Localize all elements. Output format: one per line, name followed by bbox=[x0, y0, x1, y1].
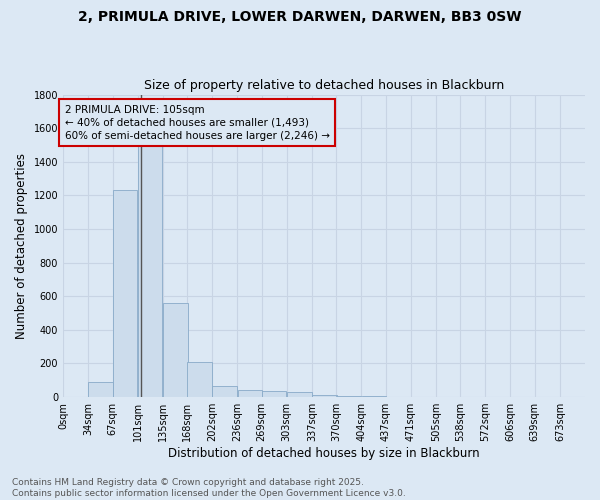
Bar bbox=[312, 394, 337, 397]
Bar bbox=[138, 142, 163, 397]
X-axis label: Distribution of detached houses by size in Blackburn: Distribution of detached houses by size … bbox=[168, 447, 480, 460]
Y-axis label: Number of detached properties: Number of detached properties bbox=[15, 153, 28, 339]
Bar bbox=[187, 362, 212, 397]
Bar bbox=[238, 390, 262, 397]
Bar bbox=[262, 391, 286, 397]
Bar bbox=[337, 396, 361, 397]
Bar bbox=[362, 396, 386, 397]
Bar bbox=[163, 303, 188, 397]
Text: Contains HM Land Registry data © Crown copyright and database right 2025.
Contai: Contains HM Land Registry data © Crown c… bbox=[12, 478, 406, 498]
Bar bbox=[212, 386, 237, 397]
Bar bbox=[88, 382, 113, 397]
Text: 2, PRIMULA DRIVE, LOWER DARWEN, DARWEN, BB3 0SW: 2, PRIMULA DRIVE, LOWER DARWEN, DARWEN, … bbox=[78, 10, 522, 24]
Bar bbox=[113, 190, 137, 397]
Bar bbox=[287, 392, 311, 397]
Text: 2 PRIMULA DRIVE: 105sqm
← 40% of detached houses are smaller (1,493)
60% of semi: 2 PRIMULA DRIVE: 105sqm ← 40% of detache… bbox=[65, 104, 329, 141]
Title: Size of property relative to detached houses in Blackburn: Size of property relative to detached ho… bbox=[144, 79, 504, 92]
